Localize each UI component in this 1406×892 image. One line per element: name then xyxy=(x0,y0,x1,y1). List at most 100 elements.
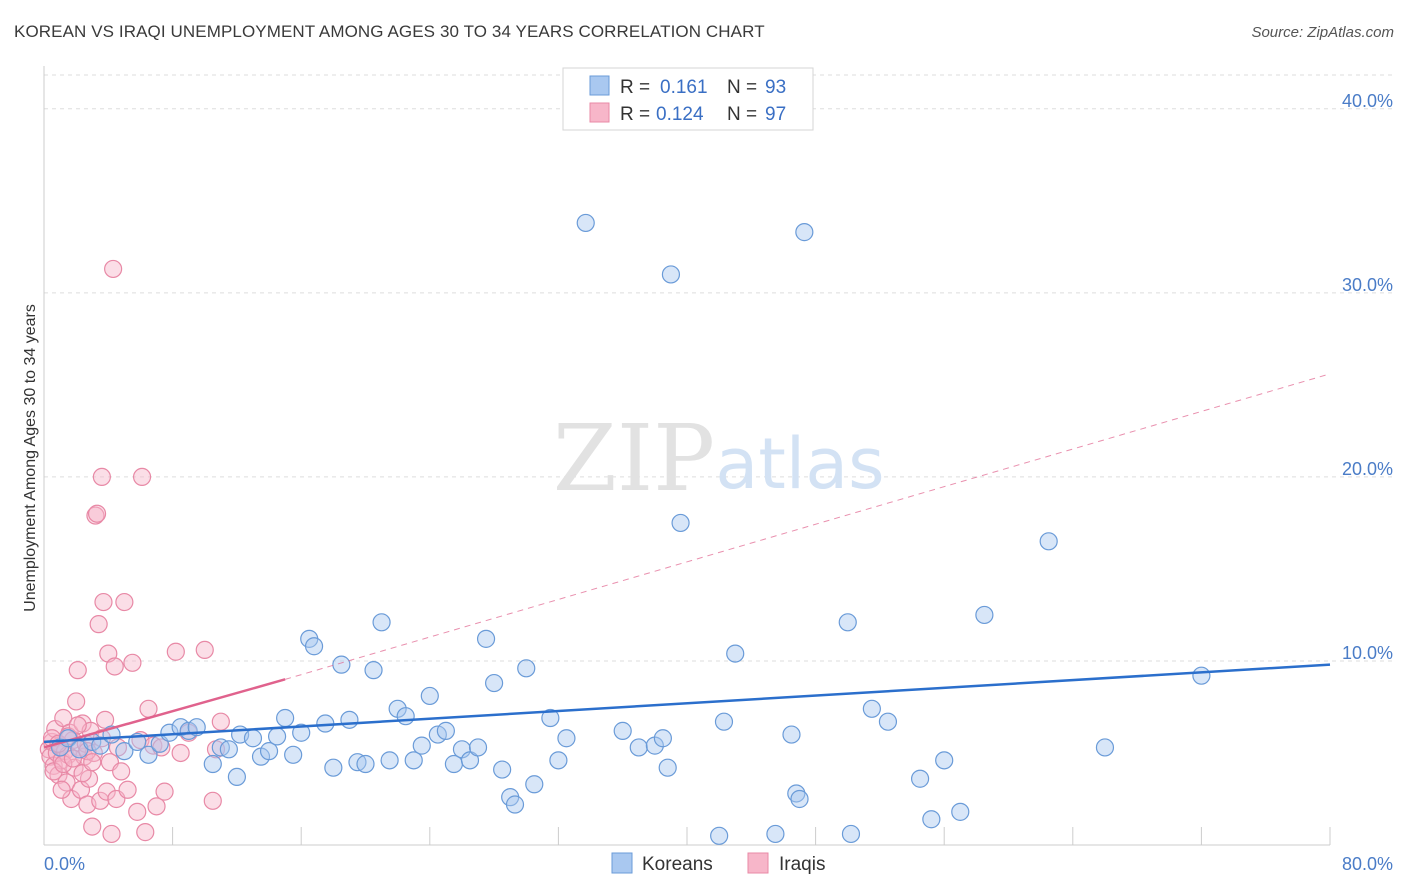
iraqi-point xyxy=(87,504,107,523)
iraqi-point xyxy=(44,762,63,781)
iraqi-point xyxy=(63,749,83,768)
iraqi-point xyxy=(118,780,137,799)
korean-point xyxy=(658,758,677,777)
top-legend: R = 0.161 N = 93 R = 0.124 N = 97 xyxy=(562,67,814,131)
korean-point xyxy=(629,738,648,757)
y-tick-label: 30.0% xyxy=(1342,275,1393,295)
legend-n-label-iraqis: N = xyxy=(727,104,757,125)
bottom-legend: Koreans Iraqis xyxy=(611,852,825,875)
bottom-legend-swatch-iraqis xyxy=(747,852,769,874)
korean-point xyxy=(838,613,857,632)
iraqi-point xyxy=(104,259,123,279)
iraqi-point xyxy=(123,653,142,672)
x-tick-label: 80.0% xyxy=(1342,854,1393,874)
iraqis-trend-extension xyxy=(284,373,1331,680)
korean-point xyxy=(292,723,311,742)
iraqi-point xyxy=(68,661,87,680)
korean-point xyxy=(460,751,480,770)
korean-point xyxy=(517,659,536,678)
legend-swatch-koreans xyxy=(589,75,610,96)
iraqi-point xyxy=(92,467,111,487)
korean-point xyxy=(862,699,881,718)
korean-point xyxy=(372,613,391,632)
korean-point xyxy=(557,729,576,748)
bottom-legend-iraqis: Iraqis xyxy=(779,854,825,875)
iraqi-point xyxy=(139,699,158,718)
koreans-points xyxy=(50,213,1211,845)
korean-point xyxy=(841,824,861,844)
legend-r-label-iraqis: R = xyxy=(620,104,650,125)
korean-point xyxy=(304,637,324,656)
watermark-zip: ZIP xyxy=(553,405,715,512)
korean-point xyxy=(505,795,525,814)
korean-point xyxy=(671,513,690,533)
korean-point xyxy=(332,655,351,674)
korean-point xyxy=(549,751,568,770)
legend-n-value-koreans: 93 xyxy=(765,77,786,98)
korean-point xyxy=(653,729,672,748)
korean-point xyxy=(613,721,632,740)
korean-point xyxy=(951,802,970,821)
koreans-trend-line xyxy=(43,663,1331,744)
iraqi-point xyxy=(62,789,81,809)
y-tick-label: 40.0% xyxy=(1342,91,1393,111)
iraqi-point xyxy=(171,743,190,763)
grid xyxy=(44,74,1392,662)
korean-point xyxy=(493,760,512,779)
trend-lines xyxy=(43,373,1331,749)
korean-point xyxy=(324,758,343,777)
x-tick-label: 0.0% xyxy=(44,854,85,874)
iraqi-point xyxy=(97,782,116,801)
korean-point xyxy=(1095,738,1115,757)
korean-point xyxy=(766,824,785,844)
korean-point xyxy=(476,629,496,648)
korean-point xyxy=(420,686,439,706)
iraqi-point xyxy=(136,823,155,842)
korean-point xyxy=(795,223,814,242)
korean-point xyxy=(267,727,287,746)
watermark: ZIP atlas xyxy=(553,405,885,512)
korean-point xyxy=(782,725,801,744)
korean-point xyxy=(1039,532,1058,551)
legend-r-value-iraqis: 0.124 xyxy=(656,104,704,125)
iraqi-point xyxy=(67,692,86,711)
iraqi-point xyxy=(83,753,102,772)
legend-r-label-koreans: R = xyxy=(620,77,650,98)
korean-point xyxy=(525,775,544,794)
korean-point xyxy=(396,707,415,726)
iraqi-point xyxy=(91,791,110,810)
iraqi-point xyxy=(115,592,134,612)
iraqi-point xyxy=(112,762,131,781)
korean-point xyxy=(710,826,729,845)
korean-point xyxy=(115,742,134,761)
korean-point xyxy=(975,605,994,625)
korean-point xyxy=(340,710,359,729)
tick-labels: 10.0% 20.0% 30.0% 40.0% 0.0% 80.0% xyxy=(44,91,1393,874)
korean-point xyxy=(661,265,681,284)
korean-point xyxy=(356,754,375,774)
korean-point xyxy=(468,738,488,757)
source-credit: Source: ZipAtlas.com xyxy=(1251,24,1394,41)
iraqis-trend-line xyxy=(43,678,286,749)
bottom-legend-koreans: Koreans xyxy=(642,854,713,875)
korean-point xyxy=(243,729,263,748)
iraqi-point xyxy=(203,791,222,810)
korean-point xyxy=(227,767,246,787)
korean-point xyxy=(576,213,595,233)
iraqi-point xyxy=(166,642,185,661)
korean-point xyxy=(485,673,504,693)
legend-r-value-koreans: 0.161 xyxy=(660,77,708,98)
axes xyxy=(43,66,1331,846)
korean-point xyxy=(404,751,423,770)
korean-point xyxy=(726,644,745,663)
korean-point xyxy=(935,751,954,770)
korean-point xyxy=(276,708,295,728)
iraqi-point xyxy=(132,467,152,487)
korean-point xyxy=(910,769,930,788)
korean-point xyxy=(787,784,806,803)
iraqi-point xyxy=(147,797,166,816)
korean-point xyxy=(364,661,383,680)
iraqi-point xyxy=(68,716,87,735)
iraqi-point xyxy=(102,824,121,844)
korean-point xyxy=(412,736,431,755)
